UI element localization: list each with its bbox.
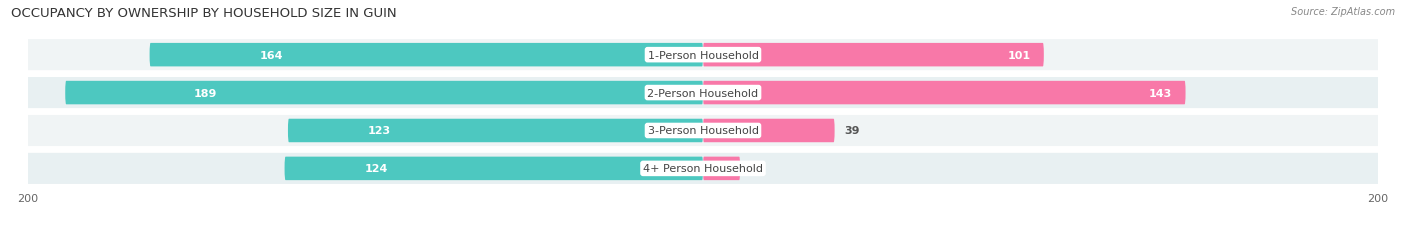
FancyBboxPatch shape	[21, 78, 1385, 109]
FancyBboxPatch shape	[21, 40, 1385, 71]
FancyBboxPatch shape	[149, 44, 703, 67]
Text: 123: 123	[368, 126, 391, 136]
FancyBboxPatch shape	[65, 82, 703, 105]
FancyBboxPatch shape	[21, 116, 1385, 146]
Text: 2-Person Household: 2-Person Household	[647, 88, 759, 98]
FancyBboxPatch shape	[21, 153, 1385, 184]
Text: 3-Person Household: 3-Person Household	[648, 126, 758, 136]
FancyBboxPatch shape	[288, 119, 703, 143]
Text: 11: 11	[751, 164, 766, 174]
Text: 189: 189	[194, 88, 218, 98]
Text: 124: 124	[366, 164, 388, 174]
FancyBboxPatch shape	[703, 82, 1185, 105]
Text: 4+ Person Household: 4+ Person Household	[643, 164, 763, 174]
FancyBboxPatch shape	[703, 157, 740, 180]
FancyBboxPatch shape	[284, 157, 703, 180]
Text: 164: 164	[260, 50, 283, 60]
Text: 1-Person Household: 1-Person Household	[648, 50, 758, 60]
FancyBboxPatch shape	[703, 119, 835, 143]
Text: 101: 101	[1007, 50, 1031, 60]
FancyBboxPatch shape	[703, 44, 1043, 67]
Text: OCCUPANCY BY OWNERSHIP BY HOUSEHOLD SIZE IN GUIN: OCCUPANCY BY OWNERSHIP BY HOUSEHOLD SIZE…	[11, 7, 396, 20]
Text: 39: 39	[845, 126, 860, 136]
Text: 143: 143	[1149, 88, 1173, 98]
Text: Source: ZipAtlas.com: Source: ZipAtlas.com	[1291, 7, 1395, 17]
